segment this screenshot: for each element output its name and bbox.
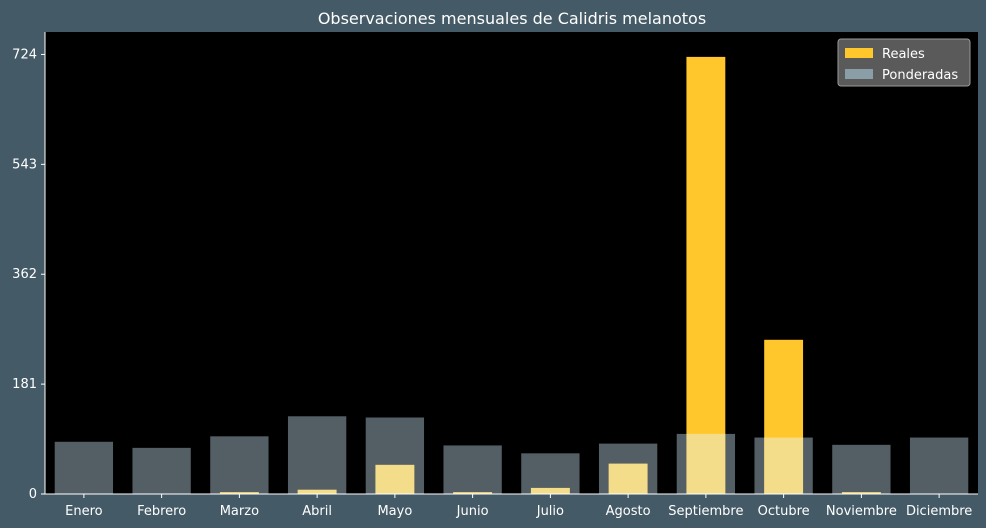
x-tick-label: Agosto xyxy=(606,504,651,519)
bar-overlap xyxy=(219,492,259,494)
bar-ponderadas xyxy=(287,416,347,494)
y-tick-label: 181 xyxy=(12,377,37,392)
y-tick-label: 362 xyxy=(12,267,37,282)
legend-swatch xyxy=(845,48,873,58)
bar-ponderadas xyxy=(443,445,502,494)
x-tick-label: Septiembre xyxy=(668,504,743,519)
x-tick-label: Enero xyxy=(65,504,103,519)
chart-title: Observaciones mensuales de Calidris mela… xyxy=(318,9,706,28)
bar-overlap xyxy=(297,489,337,494)
x-tick-label: Noviembre xyxy=(826,504,897,519)
bar-overlap xyxy=(686,433,726,494)
y-tick-label: 724 xyxy=(12,47,37,62)
x-tick-label: Abril xyxy=(302,504,332,519)
bar-ponderadas xyxy=(132,447,191,494)
bar-ponderadas xyxy=(210,436,269,494)
x-tick-label: Mayo xyxy=(377,504,412,519)
legend: Reales Ponderadas xyxy=(837,38,971,87)
bar-overlap xyxy=(841,492,881,494)
bar-ponderadas xyxy=(832,444,891,494)
x-axis: Enero Febrero Marzo Abril Mayo Junio Julio Agos… xyxy=(45,493,978,519)
bar-overlap xyxy=(453,492,493,494)
bar-ponderadas xyxy=(909,437,969,494)
plot-area xyxy=(45,32,978,494)
x-tick-label: Julio xyxy=(536,504,564,519)
y-tick-label: 543 xyxy=(12,157,37,172)
x-tick-label: Junio xyxy=(456,504,489,519)
bar-overlap xyxy=(530,487,570,494)
legend-label: Ponderadas xyxy=(882,68,958,83)
reales-series xyxy=(219,56,881,495)
legend-label: Reales xyxy=(882,47,925,62)
bar-overlap xyxy=(608,463,648,494)
bar-overlap xyxy=(375,464,415,494)
bar-overlap xyxy=(764,437,804,494)
bar-reales xyxy=(686,56,726,495)
x-tick-label: Octubre xyxy=(758,504,810,519)
bar-ponderadas xyxy=(54,441,114,494)
x-tick-label: Febrero xyxy=(137,504,186,519)
x-tick-label: Diciembre xyxy=(906,504,972,519)
bar-ponderadas xyxy=(521,453,580,494)
legend-swatch xyxy=(845,69,873,79)
x-tick-label: Marzo xyxy=(220,504,259,519)
y-tick-label: 0 xyxy=(29,487,37,502)
y-axis: 0 181 362 543 724 xyxy=(12,32,46,502)
